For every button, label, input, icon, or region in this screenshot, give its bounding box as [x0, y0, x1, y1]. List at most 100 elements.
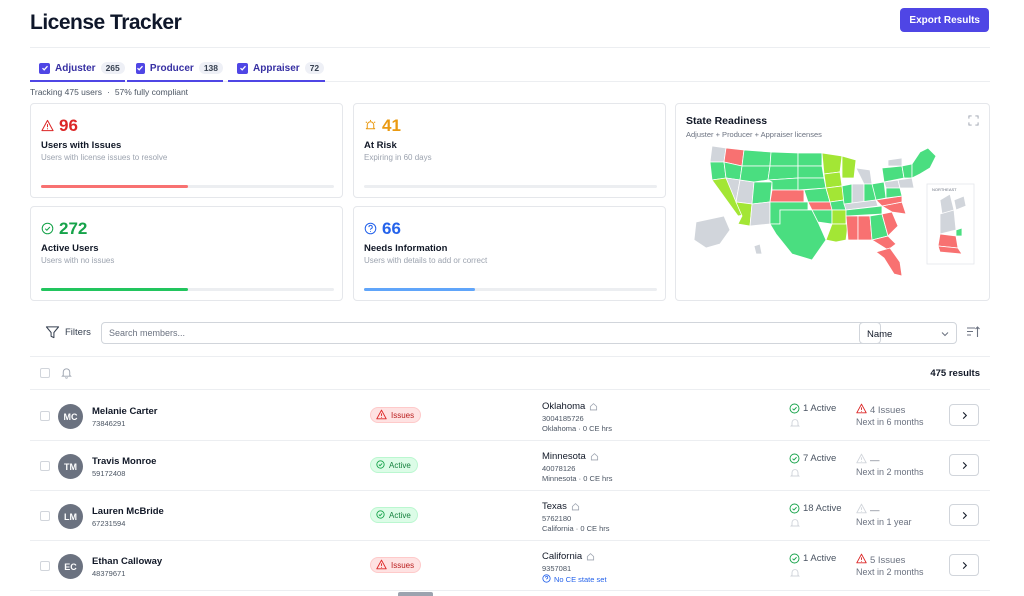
stat-title: Active Users: [41, 243, 99, 254]
page-header: License Tracker Export Results: [30, 0, 990, 48]
next-expiration: Next in 2 months: [856, 467, 924, 477]
avatar-initials: EC: [64, 561, 77, 572]
member-name[interactable]: Ethan Calloway: [92, 556, 163, 567]
status-label: Active: [389, 510, 411, 520]
active-licenses-count: 18 Active: [803, 503, 842, 514]
map-inset-label: NORTHEAST: [932, 187, 957, 192]
license-number: 9357081: [542, 564, 572, 573]
bell-icon[interactable]: [60, 366, 73, 379]
question-circle-icon: [542, 574, 551, 583]
row-checkbox[interactable]: [40, 411, 50, 421]
ce-text: No CE state set: [554, 575, 607, 584]
open-member-button[interactable]: [949, 454, 979, 476]
stat-card-needs-info[interactable]: 66 Needs Information Users with details …: [353, 206, 666, 301]
checkbox-checked-icon[interactable]: [39, 62, 50, 74]
member-name[interactable]: Lauren McBride: [92, 506, 164, 517]
tab-label: Appraiser: [253, 62, 300, 74]
member-id: 73846291: [92, 419, 126, 428]
sort-direction-icon[interactable]: [966, 325, 980, 339]
expand-icon[interactable]: [968, 115, 979, 126]
avatar: TM: [58, 454, 83, 479]
warning-triangle-icon: [376, 409, 387, 419]
row-checkbox[interactable]: [40, 461, 50, 471]
open-member-button[interactable]: [949, 554, 979, 576]
export-results-button[interactable]: Export Results: [900, 8, 989, 32]
avatar-initials: LM: [64, 511, 77, 522]
progress-fill: [41, 288, 188, 291]
page-title: License Tracker: [30, 11, 182, 34]
tracking-summary: Tracking 475 users · 57% fully compliant: [30, 87, 189, 97]
avatar: MC: [58, 404, 83, 429]
sort-value: Name: [867, 329, 893, 340]
warning-triangle-icon: [41, 119, 54, 132]
map-title: State Readiness: [686, 115, 768, 127]
filters-label[interactable]: Filters: [65, 327, 91, 338]
member-row[interactable]: TM Travis Monroe 59172408 Active Minneso…: [30, 441, 990, 491]
member-row[interactable]: MC Melanie Carter 73846291 Issues Oklaho…: [30, 391, 990, 441]
active-licenses: 18 Active: [789, 503, 842, 514]
stat-card-issues[interactable]: 96 Users with Issues Users with license …: [30, 103, 343, 198]
status-badge: Issues: [370, 557, 422, 573]
row-checkbox[interactable]: [40, 511, 50, 521]
progress-fill: [41, 185, 188, 188]
issues-count: 5 Issues: [870, 554, 906, 566]
checkbox-checked-icon[interactable]: [237, 62, 248, 74]
stat-card-active[interactable]: 272 Active Users Users with no issues: [30, 206, 343, 301]
us-state-map[interactable]: NORTHEAST: [676, 144, 976, 294]
sort-select[interactable]: Name: [859, 322, 957, 344]
home-icon: [590, 453, 598, 461]
check-circle-icon: [41, 222, 54, 235]
license-number: 3004185726: [542, 414, 584, 423]
member-name[interactable]: Travis Monroe: [92, 456, 157, 467]
active-licenses: 7 Active: [789, 453, 836, 464]
tracking-users: Tracking 475 users: [30, 87, 102, 97]
checkbox-checked-icon[interactable]: [136, 62, 145, 74]
warning-triangle-icon: [856, 503, 867, 514]
open-member-button[interactable]: [949, 504, 979, 526]
stat-subtitle: Users with license issues to resolve: [41, 153, 168, 162]
filter-funnel-icon[interactable]: [45, 325, 60, 340]
status-badge: Issues: [370, 407, 422, 423]
search-members-input[interactable]: [101, 322, 881, 344]
check-circle-icon: [789, 503, 800, 514]
status-badge: Active: [370, 457, 418, 473]
alarm-bell-icon: [790, 419, 800, 427]
active-licenses-count: 1 Active: [803, 553, 837, 564]
alarm-bell-icon: [365, 119, 376, 130]
issues-summary: 4 Issues: [856, 403, 905, 417]
open-member-button[interactable]: [949, 404, 979, 426]
member-id: 59172408: [92, 469, 126, 478]
home-state: Minnesota: [542, 451, 599, 462]
member-name[interactable]: Melanie Carter: [92, 406, 158, 417]
tab-count-badge: 72: [304, 62, 325, 74]
scroll-handle[interactable]: [398, 592, 433, 596]
home-state-name: Minnesota: [542, 451, 586, 462]
stat-subtitle: Users with details to add or correct: [364, 256, 488, 265]
warning-triangle-icon: [376, 559, 387, 569]
member-row[interactable]: EC Ethan Calloway 48379671 Issues Califo…: [30, 541, 990, 591]
home-state: Oklahoma: [542, 401, 598, 412]
ce-text: California · 0 CE hrs: [542, 524, 610, 533]
row-checkbox[interactable]: [40, 561, 50, 571]
active-licenses-count: 1 Active: [803, 403, 837, 414]
tab-adjuster[interactable]: Adjuster 265: [30, 56, 125, 82]
at-risk-count: 41: [382, 116, 401, 135]
tab-producer[interactable]: Producer 138: [127, 56, 223, 82]
tab-appraiser[interactable]: Appraiser 72: [228, 56, 325, 82]
issues-summary: —: [856, 453, 880, 467]
ce-text: Minnesota · 0 CE hrs: [542, 474, 613, 483]
ce-info[interactable]: No CE state set: [542, 574, 607, 585]
tab-label: Producer: [149, 62, 194, 74]
next-expiration: Next in 6 months: [856, 417, 924, 427]
member-row[interactable]: LM Lauren McBride 67231594 Active Texas …: [30, 491, 990, 541]
active-licenses-count: 7 Active: [803, 453, 837, 464]
question-circle-icon: [364, 222, 377, 235]
license-number: 5762180: [542, 514, 572, 523]
alarm-bell-icon: [790, 569, 800, 577]
active-licenses: 1 Active: [789, 403, 836, 414]
avatar: LM: [58, 504, 83, 529]
stat-card-at-risk[interactable]: 41 At Risk Expiring in 60 days: [353, 103, 666, 198]
check-circle-icon: [376, 509, 385, 519]
select-all-checkbox[interactable]: [40, 368, 50, 378]
home-state: Texas: [542, 501, 580, 512]
